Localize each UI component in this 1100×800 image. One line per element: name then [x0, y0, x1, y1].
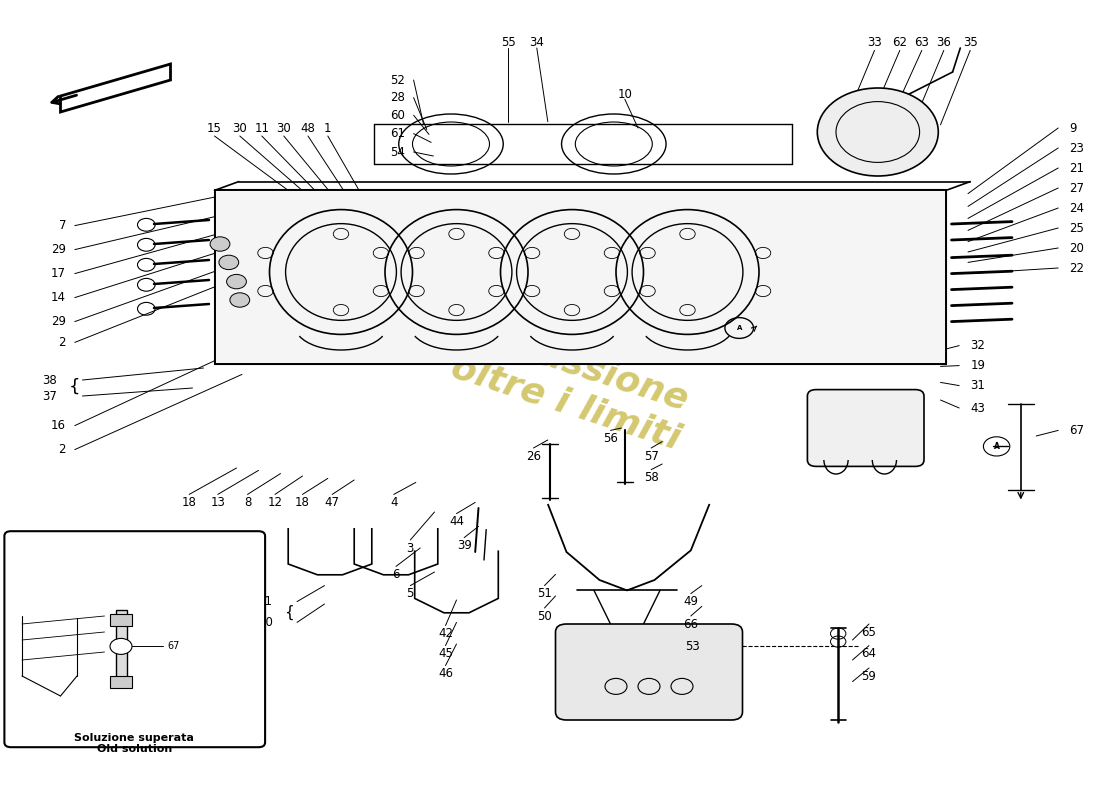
Text: 43: 43: [970, 402, 986, 414]
Text: 6: 6: [393, 568, 399, 581]
Text: 27: 27: [1069, 182, 1085, 194]
Text: 55: 55: [500, 36, 516, 49]
Polygon shape: [214, 190, 946, 364]
Text: 49: 49: [683, 595, 698, 608]
Text: 37: 37: [42, 390, 57, 402]
Circle shape: [230, 293, 250, 307]
Circle shape: [817, 88, 938, 176]
Text: 8: 8: [244, 496, 251, 509]
Text: 5: 5: [407, 587, 414, 600]
Text: 67: 67: [144, 616, 159, 629]
Text: 20: 20: [1069, 242, 1085, 254]
Text: 29: 29: [51, 243, 66, 256]
Text: 38: 38: [43, 374, 57, 386]
Text: 41: 41: [257, 595, 273, 608]
Text: 66: 66: [683, 618, 698, 630]
Text: 7: 7: [58, 219, 66, 232]
Text: 11: 11: [254, 122, 270, 134]
Text: 35: 35: [962, 36, 978, 49]
Text: 52: 52: [389, 74, 405, 86]
Text: 32: 32: [970, 339, 986, 352]
Text: 59: 59: [861, 670, 877, 682]
Text: 31: 31: [970, 379, 986, 392]
Text: Soluzione superata
Old solution: Soluzione superata Old solution: [75, 733, 194, 754]
Polygon shape: [60, 64, 170, 112]
Circle shape: [219, 255, 239, 270]
Text: 29: 29: [51, 315, 66, 328]
Text: 63: 63: [914, 36, 929, 49]
Text: 50: 50: [537, 610, 552, 622]
Text: 47: 47: [324, 496, 340, 509]
Text: 30: 30: [276, 122, 292, 134]
Text: 2: 2: [58, 336, 66, 349]
Text: 57: 57: [644, 450, 659, 462]
Text: 10: 10: [617, 88, 632, 101]
Text: 18: 18: [182, 496, 197, 509]
Text: {: {: [285, 604, 294, 620]
Text: 34: 34: [529, 36, 544, 49]
Text: 26: 26: [526, 450, 541, 462]
Text: 40: 40: [257, 616, 273, 629]
Text: 39: 39: [456, 539, 472, 552]
Text: 53: 53: [685, 640, 701, 653]
Text: 46: 46: [438, 667, 453, 680]
FancyBboxPatch shape: [807, 390, 924, 466]
Text: 28: 28: [389, 91, 405, 104]
Text: A: A: [993, 442, 1000, 451]
Text: 56: 56: [603, 432, 618, 445]
Polygon shape: [116, 610, 127, 682]
Text: 67: 67: [167, 642, 180, 651]
Text: 18: 18: [295, 496, 310, 509]
Text: 44: 44: [449, 515, 464, 528]
Text: 58: 58: [644, 471, 659, 484]
Text: 65: 65: [861, 626, 877, 638]
Polygon shape: [110, 614, 132, 626]
Text: 15: 15: [207, 122, 222, 134]
FancyBboxPatch shape: [556, 624, 742, 720]
Text: 42: 42: [438, 627, 453, 640]
Circle shape: [210, 237, 230, 251]
Text: 64: 64: [861, 647, 877, 660]
Text: 4: 4: [390, 496, 397, 509]
Text: 33: 33: [867, 36, 882, 49]
Text: 3: 3: [407, 542, 414, 554]
Text: 51: 51: [537, 587, 552, 600]
Text: 21: 21: [1069, 162, 1085, 174]
Text: 22: 22: [1069, 262, 1085, 274]
Text: 54: 54: [389, 146, 405, 158]
Text: 12: 12: [267, 496, 283, 509]
Text: 30: 30: [232, 122, 248, 134]
Text: 17: 17: [51, 267, 66, 280]
Text: 19: 19: [970, 359, 986, 372]
Text: 61: 61: [389, 127, 405, 140]
Text: 48: 48: [300, 122, 316, 134]
Text: 13: 13: [210, 496, 225, 509]
Text: 2: 2: [58, 443, 66, 456]
Text: 9: 9: [1069, 122, 1077, 134]
Text: 24: 24: [1069, 202, 1085, 214]
Text: la passione
oltre i limiti: la passione oltre i limiti: [447, 312, 697, 456]
Polygon shape: [110, 676, 132, 688]
Text: 36: 36: [936, 36, 952, 49]
Text: A: A: [737, 325, 741, 331]
Text: 25: 25: [1069, 222, 1085, 234]
Text: {: {: [69, 378, 80, 396]
Text: 62: 62: [892, 36, 907, 49]
Text: 14: 14: [51, 291, 66, 304]
Text: 23: 23: [1069, 142, 1085, 154]
Text: 16: 16: [51, 419, 66, 432]
Circle shape: [110, 638, 132, 654]
Text: 1: 1: [324, 122, 331, 134]
Circle shape: [227, 274, 246, 289]
Text: 67: 67: [1069, 424, 1085, 437]
Text: 45: 45: [438, 647, 453, 660]
Text: 60: 60: [389, 109, 405, 122]
FancyBboxPatch shape: [4, 531, 265, 747]
